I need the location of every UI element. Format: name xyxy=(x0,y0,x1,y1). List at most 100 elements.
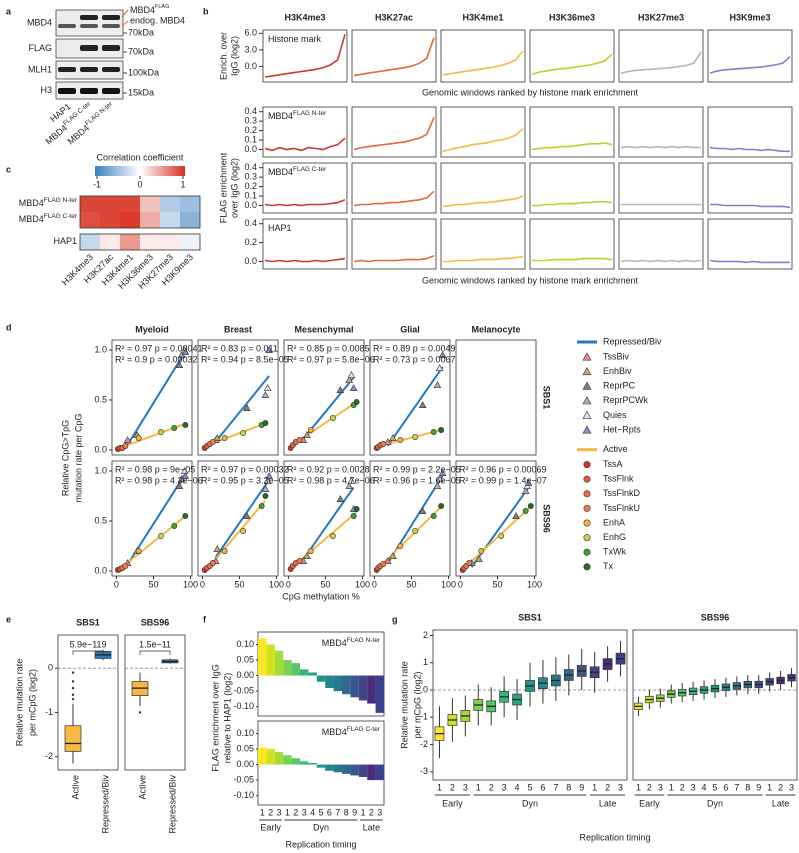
x-tick-label: 50 xyxy=(234,579,244,589)
bar xyxy=(358,764,368,777)
column-title: Mesenchymal xyxy=(294,324,353,334)
x-tick-label: 3 xyxy=(618,782,623,792)
annotation: R² = 0.98 p = 4.7e−06 xyxy=(287,475,375,485)
point xyxy=(433,381,442,388)
point xyxy=(389,434,397,441)
profile-line xyxy=(709,146,790,153)
point xyxy=(213,434,222,441)
heat-cell xyxy=(120,196,140,212)
panel-frame xyxy=(197,460,279,577)
bar xyxy=(375,675,384,713)
panel-frame xyxy=(455,460,537,577)
heat-cell xyxy=(120,212,140,228)
y-tick-label: 0.4 xyxy=(244,218,257,228)
point xyxy=(412,434,419,440)
x-tick-label: 0 xyxy=(458,579,463,589)
point xyxy=(263,477,272,484)
panel-frame xyxy=(262,162,348,214)
x-tick-label: 1 xyxy=(636,782,641,792)
x-tick-label: 2 xyxy=(369,807,374,817)
facet-title: SBS96 xyxy=(141,617,170,627)
heat-cell xyxy=(180,212,200,228)
column-title: H3K27me3 xyxy=(638,12,684,22)
bar xyxy=(308,763,317,765)
bar xyxy=(266,644,275,676)
point xyxy=(157,429,164,435)
panel-frame xyxy=(262,218,348,270)
point xyxy=(435,364,444,371)
y-tick-label: 2 xyxy=(423,630,428,640)
y-axis-label: IgG (log2) xyxy=(229,36,239,76)
y-axis-label: mutation rate per CpG xyxy=(73,413,83,502)
point xyxy=(243,404,251,411)
bar xyxy=(274,650,284,676)
panel-frame xyxy=(618,162,704,214)
x-axis-label: Genomic windows ranked by histone mark e… xyxy=(422,275,639,285)
blot-row-label: H3 xyxy=(40,85,52,95)
legend-marker xyxy=(583,504,591,512)
point xyxy=(221,435,228,441)
bar xyxy=(342,675,351,695)
panel-letter: c xyxy=(6,164,11,174)
point xyxy=(438,427,445,433)
blot-band xyxy=(80,15,98,20)
legend-label: EnhG xyxy=(603,532,626,542)
x-tick-label: 3 xyxy=(691,782,696,792)
x-tick-label: 2 xyxy=(680,782,685,792)
column-title: H3K36me3 xyxy=(549,12,595,22)
panel-frame xyxy=(529,106,615,158)
point xyxy=(263,384,272,391)
panel-frame xyxy=(440,29,526,83)
panel-letter: e xyxy=(6,614,11,624)
fit-line xyxy=(214,479,270,558)
heat-cell xyxy=(140,234,160,250)
point xyxy=(329,415,336,421)
y-axis-label: FLAG enrichment over IgG xyxy=(210,664,220,772)
y-axis-label: Relative mutation rate xyxy=(399,661,409,749)
y-tick-label: -1 xyxy=(45,707,53,717)
x-tick-label: 1 xyxy=(767,782,772,792)
x-tick-label: 1 xyxy=(476,782,481,792)
group-label: Dyn xyxy=(707,798,723,808)
legend-marker xyxy=(582,366,592,376)
row-label: Histone mark xyxy=(268,34,322,44)
blot-band xyxy=(80,45,98,51)
point xyxy=(349,384,358,391)
point xyxy=(182,422,189,428)
panel-frame xyxy=(440,162,526,214)
point xyxy=(524,479,533,486)
legend-label: TxWk xyxy=(603,547,626,557)
panel-letter: g xyxy=(392,614,398,624)
legend-title: Repressed/Biv xyxy=(603,336,662,346)
panel-frame xyxy=(707,29,793,83)
heat-cell xyxy=(160,212,180,228)
blot-marker: 70kDa xyxy=(128,27,154,37)
blot-band xyxy=(102,67,120,72)
heat-cell xyxy=(180,196,200,212)
blot-annotation-sup: FLAG xyxy=(155,4,169,10)
y-tick-label: 0.10 xyxy=(236,728,254,738)
profile-line xyxy=(353,117,435,151)
point xyxy=(389,552,397,559)
x-tick-label: 4 xyxy=(702,782,707,792)
annotation: R² = 0.97 p = 5.8e−06 xyxy=(287,354,375,364)
point xyxy=(157,533,164,539)
x-tick-label: 2 xyxy=(647,782,652,792)
profile-line xyxy=(532,257,613,262)
panel-frame xyxy=(124,634,186,771)
y-tick-label: 0.0 xyxy=(244,200,257,210)
heat-cell xyxy=(80,212,100,228)
y-tick-label: 0.0 xyxy=(244,144,257,154)
legend-label: TssFlnkU xyxy=(603,503,640,513)
point xyxy=(171,425,178,431)
heat-cell xyxy=(160,234,180,250)
p-value: 1.5e−11 xyxy=(139,639,171,649)
x-tick-label: 8 xyxy=(566,782,571,792)
x-axis-label: CpG methylation % xyxy=(282,591,360,601)
bar xyxy=(325,764,334,771)
y-tick-label: 0.0 xyxy=(244,61,257,71)
bar xyxy=(291,663,300,676)
panel-frame xyxy=(529,162,615,214)
profile-line xyxy=(620,51,702,74)
y-tick-label: 0.5 xyxy=(94,515,107,525)
